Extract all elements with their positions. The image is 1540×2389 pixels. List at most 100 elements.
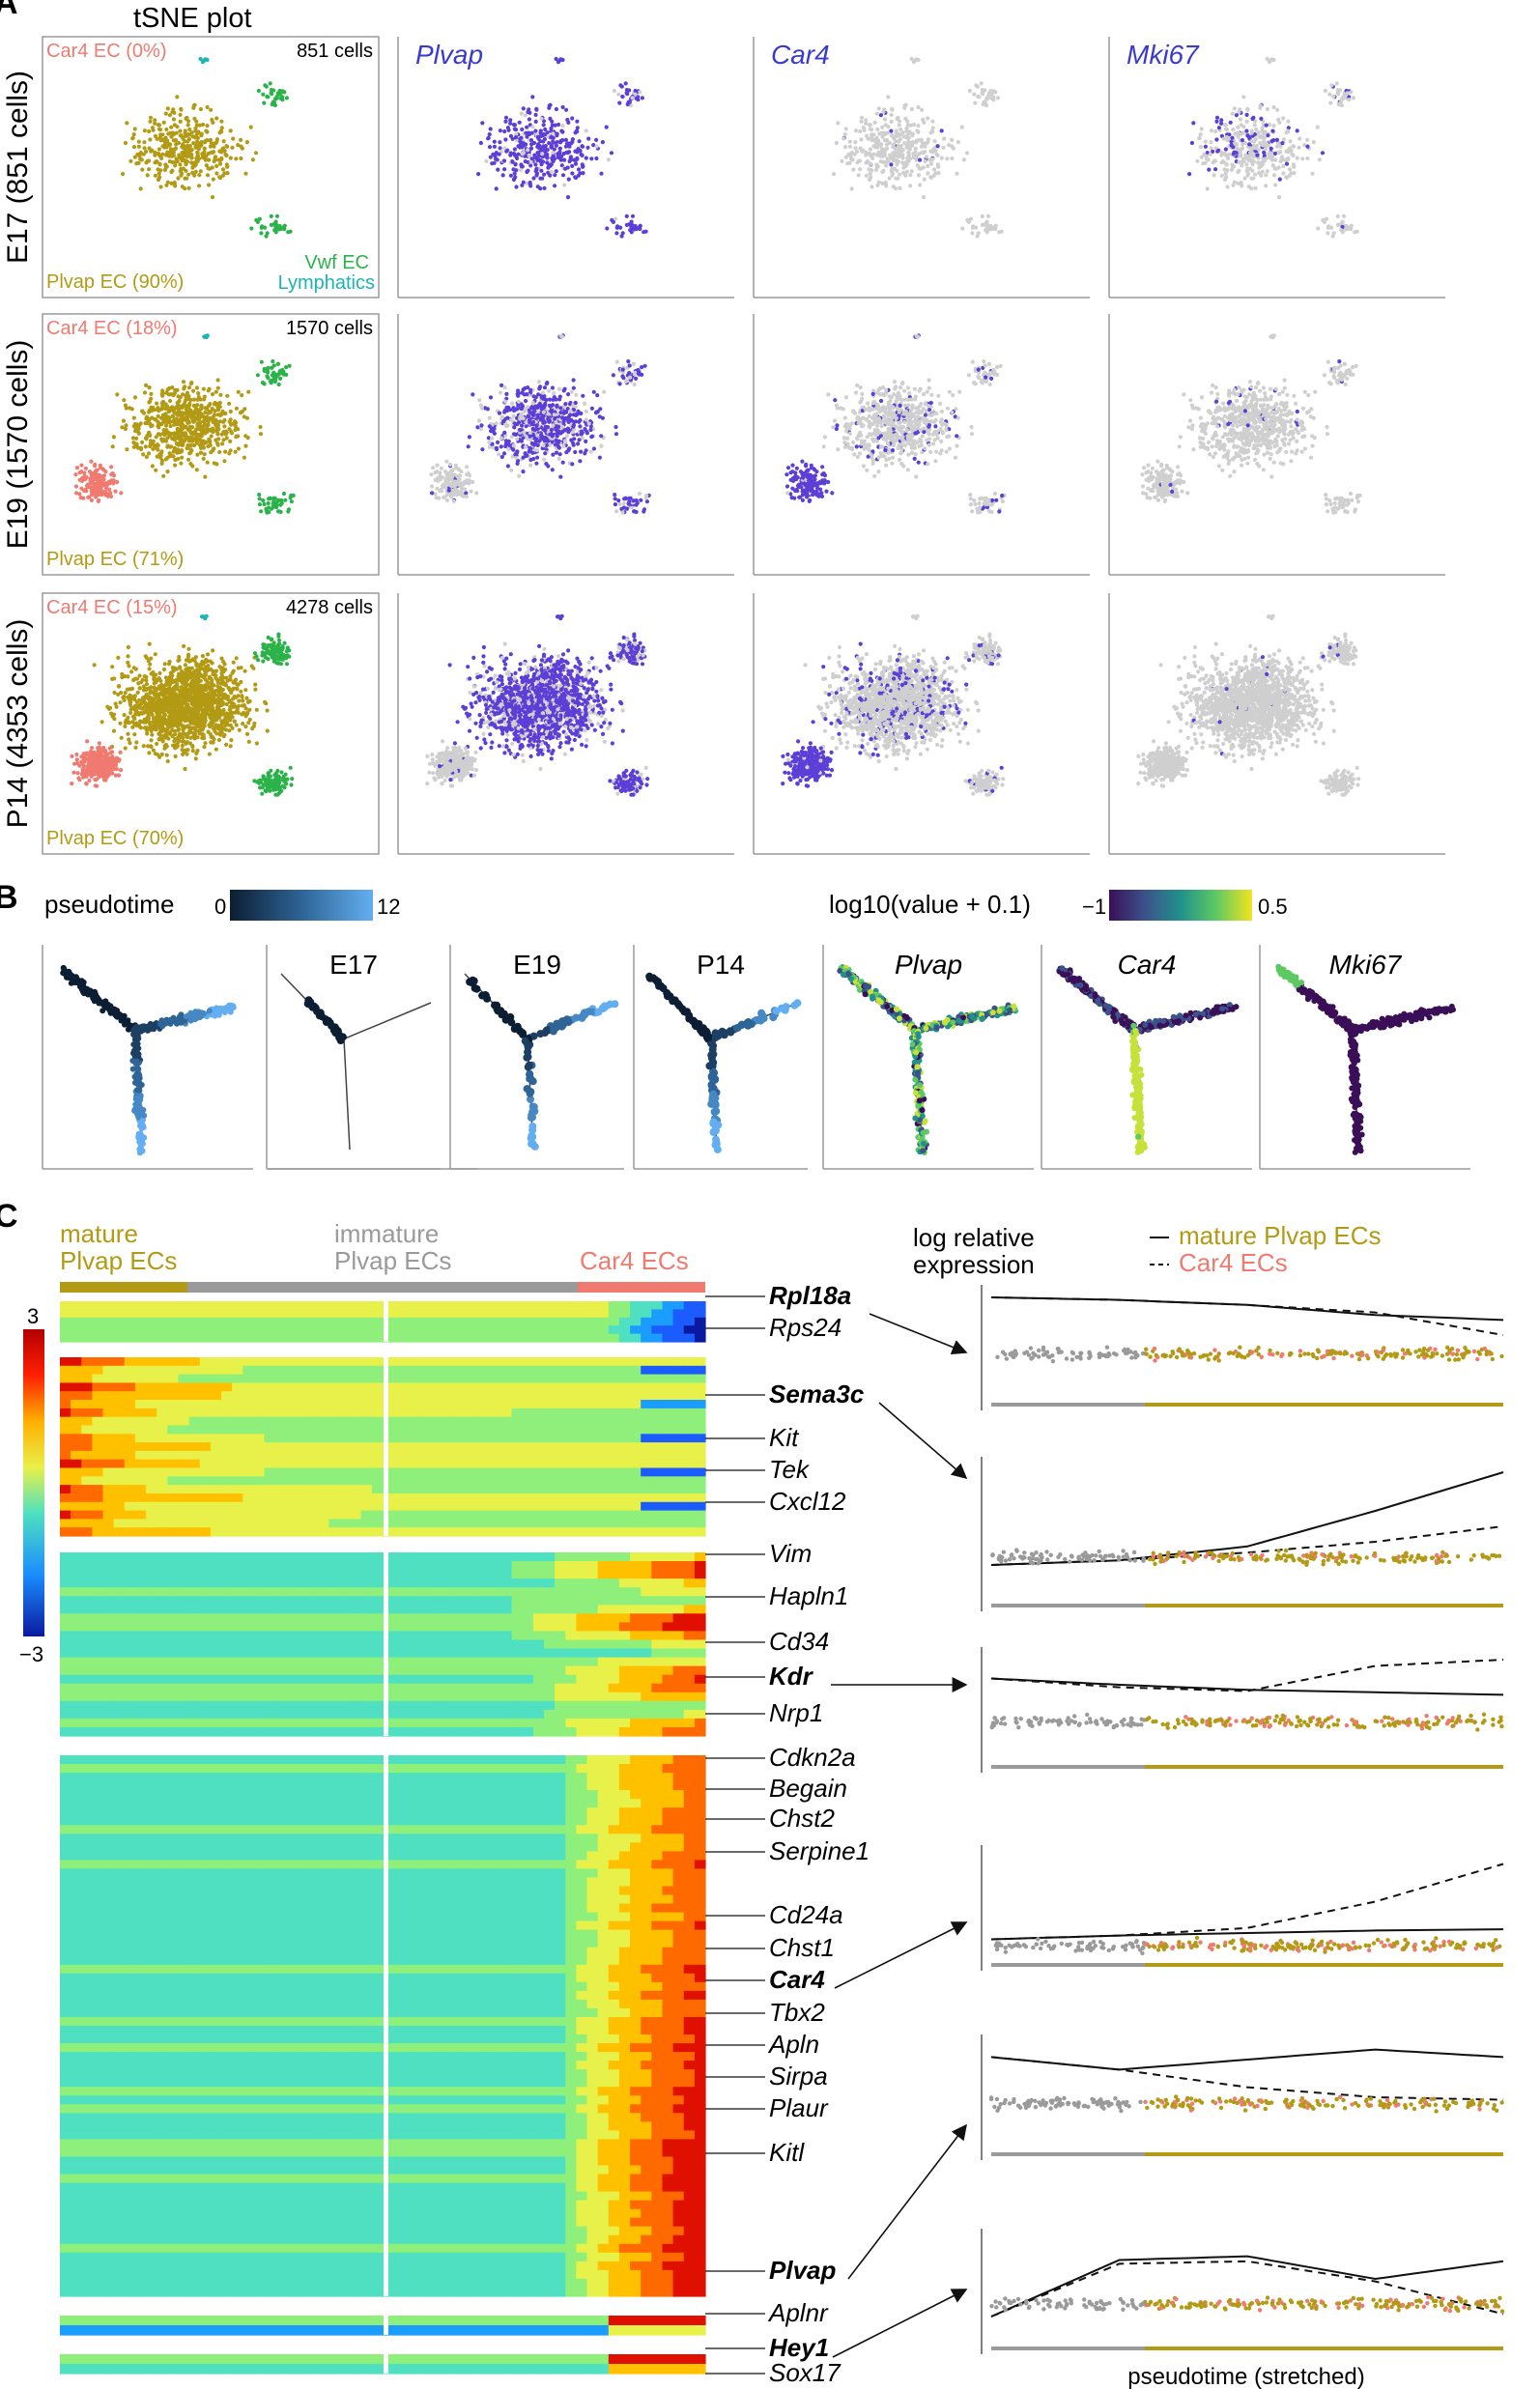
tsne-point — [519, 136, 523, 140]
tsne-point — [528, 163, 532, 167]
tsne-point — [554, 124, 557, 128]
tsne-point — [1241, 138, 1244, 142]
tsne-point — [563, 411, 567, 414]
tsne-point — [1244, 162, 1248, 166]
tsne-point — [614, 432, 618, 436]
tsne-point — [1269, 452, 1273, 456]
tsne-point — [823, 473, 827, 477]
tsne-point — [946, 407, 950, 411]
tsne-point — [1305, 145, 1309, 149]
tsne-point — [932, 438, 936, 441]
tsne-point — [140, 441, 144, 444]
tsne-point — [855, 444, 859, 448]
tsne-point — [197, 412, 201, 416]
tsne-point — [1199, 132, 1203, 136]
tsne-point — [271, 499, 275, 503]
tsne-point — [914, 406, 918, 410]
tsne-point — [945, 450, 949, 454]
tsne-point — [914, 147, 918, 151]
tsne-point — [884, 184, 888, 187]
tsne-point — [1331, 234, 1335, 238]
tsne-point — [942, 137, 946, 141]
tsne-point — [270, 379, 273, 383]
tsne-point — [73, 472, 77, 476]
tsne-point — [858, 167, 862, 171]
tsne-point — [1240, 163, 1243, 167]
tsne-point — [522, 416, 526, 420]
tsne-point — [843, 145, 847, 149]
tsne-point — [1242, 394, 1246, 398]
tsne-point — [493, 427, 497, 431]
tsne-point — [909, 420, 913, 424]
tsne-point — [528, 448, 531, 452]
tsne-point — [131, 441, 135, 444]
tsne-point — [873, 121, 877, 125]
tsne-point — [191, 141, 195, 145]
tsne-point — [94, 492, 98, 496]
tsne-point — [625, 223, 629, 227]
tsne-point — [1255, 154, 1259, 157]
tsne-point — [1195, 159, 1199, 163]
tsne-point — [903, 398, 907, 402]
tsne-point — [549, 135, 553, 139]
tsne-point — [960, 226, 964, 230]
tsne-point — [166, 387, 170, 391]
tsne-point — [1247, 443, 1251, 447]
tsne-point — [1274, 167, 1278, 171]
tsne-point — [883, 154, 887, 157]
tsne-point — [119, 491, 123, 495]
tsne-point — [1292, 394, 1296, 398]
tsne-point — [512, 123, 516, 127]
tsne-point — [92, 489, 96, 493]
tsne-point — [551, 434, 555, 438]
tsne-point — [214, 141, 217, 145]
tsne-point — [1208, 452, 1212, 456]
tsne-point — [1254, 385, 1258, 389]
tsne-point — [625, 214, 629, 218]
tsne-point — [877, 431, 881, 435]
tsne-point — [1233, 387, 1237, 391]
tsne-point — [940, 156, 944, 160]
tsne-point — [224, 144, 228, 148]
tsne-point — [274, 220, 278, 224]
tsne-point — [266, 376, 270, 380]
tsne-point — [1264, 417, 1268, 421]
tsne-point — [997, 230, 1001, 234]
tsne-point — [170, 169, 174, 173]
tsne-point — [528, 117, 531, 121]
tsne-point — [1310, 172, 1314, 176]
tsne-point — [908, 173, 912, 177]
tsne-point — [848, 140, 852, 144]
tsne-point — [926, 116, 929, 120]
tsne-point — [229, 128, 233, 132]
tsne-point — [622, 497, 626, 500]
tsne-point — [529, 138, 533, 142]
tsne-point — [239, 138, 242, 142]
tsne-point — [910, 133, 914, 137]
tsne-point — [601, 416, 605, 420]
tsne-point — [920, 138, 924, 142]
tsne-point — [876, 469, 880, 473]
tsne-point — [522, 181, 526, 185]
tsne-point — [157, 123, 160, 127]
tsne-point — [534, 107, 538, 111]
tsne-point — [1329, 83, 1333, 87]
tsne-point — [1275, 138, 1279, 142]
tsne-point — [801, 498, 805, 502]
tsne-point — [914, 475, 918, 479]
tsne-point — [628, 363, 632, 367]
tsne-point — [493, 140, 497, 144]
tsne-point — [163, 143, 167, 147]
tsne-point — [570, 164, 574, 168]
tsne-point — [577, 167, 581, 171]
tsne-point — [173, 435, 177, 439]
tsne-point — [866, 435, 870, 439]
tsne-point — [195, 403, 199, 407]
tsne-point — [186, 411, 190, 414]
tsne-point — [556, 60, 560, 64]
tsne-point — [222, 171, 226, 175]
tsne-point — [206, 461, 210, 465]
tsne-point — [553, 412, 556, 416]
tsne-point — [109, 495, 113, 498]
tsne-point — [536, 413, 540, 417]
